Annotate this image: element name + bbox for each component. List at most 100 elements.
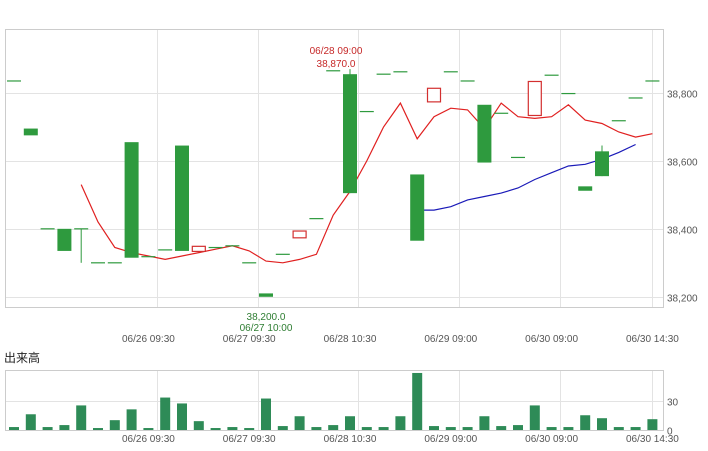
high-annotation: 06/28 09:00 38,870.0 bbox=[310, 46, 363, 70]
candle bbox=[57, 228, 72, 251]
volume-bar bbox=[143, 428, 154, 430]
volume-bar bbox=[210, 428, 221, 430]
volume-bar bbox=[59, 425, 70, 430]
volume-bar bbox=[361, 427, 372, 430]
price-panel-frame bbox=[5, 29, 664, 308]
volume-x-tick-label: 06/30 14:30 bbox=[626, 434, 679, 445]
price-tick-label: 38,800 bbox=[667, 90, 698, 101]
low-annotation-value: 38,200.0 bbox=[247, 312, 286, 323]
volume-bar bbox=[378, 427, 389, 430]
volume-x-tick-label: 06/28 10:30 bbox=[324, 434, 377, 445]
volume-panel-frame bbox=[5, 370, 664, 431]
low-annotation-date: 06/27 10:00 bbox=[240, 323, 293, 334]
volume-bar bbox=[345, 416, 355, 430]
volume-bar bbox=[25, 414, 36, 430]
volume-bar bbox=[580, 415, 591, 430]
volume-bar bbox=[613, 427, 624, 430]
candle-body bbox=[410, 174, 425, 241]
volume-bar bbox=[513, 425, 523, 430]
candle-body bbox=[124, 142, 139, 258]
candle bbox=[527, 80, 542, 117]
candle-body bbox=[23, 128, 38, 136]
candle bbox=[343, 69, 357, 194]
volume-x-tick-label: 06/27 09:30 bbox=[223, 434, 276, 445]
candle bbox=[595, 145, 609, 177]
candle bbox=[175, 145, 189, 251]
volume-bar bbox=[479, 416, 490, 430]
candles bbox=[7, 69, 660, 297]
volume-grid bbox=[6, 371, 663, 431]
volume-bar bbox=[496, 426, 507, 430]
volume-bar bbox=[563, 427, 574, 430]
candle bbox=[259, 293, 273, 297]
volume-bar bbox=[597, 418, 607, 430]
volume-bar bbox=[412, 372, 423, 430]
volume-panel-title: 出来高 bbox=[4, 351, 41, 365]
candle bbox=[477, 104, 492, 163]
volume-bar bbox=[261, 398, 271, 430]
volume-bar bbox=[529, 405, 540, 430]
volume-bar bbox=[193, 421, 204, 430]
candle bbox=[74, 228, 89, 263]
volume-bar bbox=[328, 425, 339, 430]
candle bbox=[578, 186, 593, 191]
candle-body bbox=[175, 145, 189, 251]
volume-bar bbox=[227, 427, 238, 430]
volume-bar bbox=[109, 420, 120, 430]
volume-bar bbox=[126, 409, 137, 430]
low-annotation: 38,200.006/27 10:00 bbox=[240, 312, 293, 334]
price-tick-label: 38,400 bbox=[667, 226, 698, 237]
high-annotation-date: 06/28 09:00 bbox=[310, 46, 363, 57]
price-x-tick-label: 06/30 14:30 bbox=[626, 334, 679, 345]
candle-body bbox=[527, 80, 542, 117]
annotations: 06/28 09:00 38,870.0 38,200.006/27 10:00 bbox=[240, 46, 363, 334]
price-x-tick-label: 06/27 09:30 bbox=[223, 334, 276, 345]
price-x-tick-label: 06/28 10:30 bbox=[324, 334, 377, 345]
price-grid bbox=[6, 30, 663, 307]
price-tick-label: 38,200 bbox=[667, 294, 698, 305]
volume-bar bbox=[647, 419, 658, 430]
moving-average-line bbox=[80, 101, 653, 264]
volume-tick-label: 0 bbox=[667, 427, 673, 438]
volume-bar bbox=[177, 403, 187, 430]
candle-body bbox=[595, 151, 609, 177]
candle-body bbox=[343, 74, 357, 194]
volume-bar bbox=[445, 427, 456, 430]
volume-bar bbox=[93, 428, 103, 430]
candle-body bbox=[292, 230, 307, 239]
volume-bar bbox=[277, 426, 288, 430]
volume-bar bbox=[244, 428, 255, 430]
volume-bar bbox=[311, 427, 322, 430]
volume-bar bbox=[630, 427, 641, 430]
volume-bars bbox=[9, 372, 658, 430]
volume-bar bbox=[462, 427, 473, 430]
candle bbox=[191, 245, 206, 253]
high-annotation-value: 38,870.0 bbox=[317, 59, 356, 70]
price-x-tick-label: 06/26 09:30 bbox=[122, 334, 175, 345]
volume-tick-label: 30 bbox=[667, 398, 679, 409]
candle bbox=[410, 174, 425, 241]
volume-x-tick-label: 06/30 09:00 bbox=[525, 434, 578, 445]
candle-body bbox=[57, 228, 72, 251]
volume-bar bbox=[76, 405, 87, 430]
candle bbox=[292, 230, 307, 239]
candle-body bbox=[477, 104, 492, 163]
candle bbox=[426, 87, 442, 103]
candle-body bbox=[259, 293, 273, 297]
price-x-tick-label: 06/30 09:00 bbox=[525, 334, 578, 345]
candle-body bbox=[191, 245, 206, 253]
volume-bar bbox=[429, 426, 439, 430]
candle bbox=[23, 128, 38, 136]
volume-bar bbox=[9, 427, 19, 430]
price-x-tick-label: 06/29 09:00 bbox=[424, 334, 477, 345]
candle bbox=[124, 142, 139, 258]
volume-bar bbox=[42, 427, 53, 430]
price-tick-label: 38,600 bbox=[667, 158, 698, 169]
axis-labels: 38,200 38,400 38,600 38,800 0 30 06/26 09:30 06… bbox=[122, 90, 698, 446]
moving-average-lines bbox=[80, 101, 653, 264]
volume-bar bbox=[160, 397, 171, 430]
volume-x-tick-label: 06/29 09:00 bbox=[424, 434, 477, 445]
volume-bar bbox=[546, 427, 557, 430]
candle-body bbox=[578, 186, 593, 191]
volume-bar bbox=[294, 416, 305, 430]
